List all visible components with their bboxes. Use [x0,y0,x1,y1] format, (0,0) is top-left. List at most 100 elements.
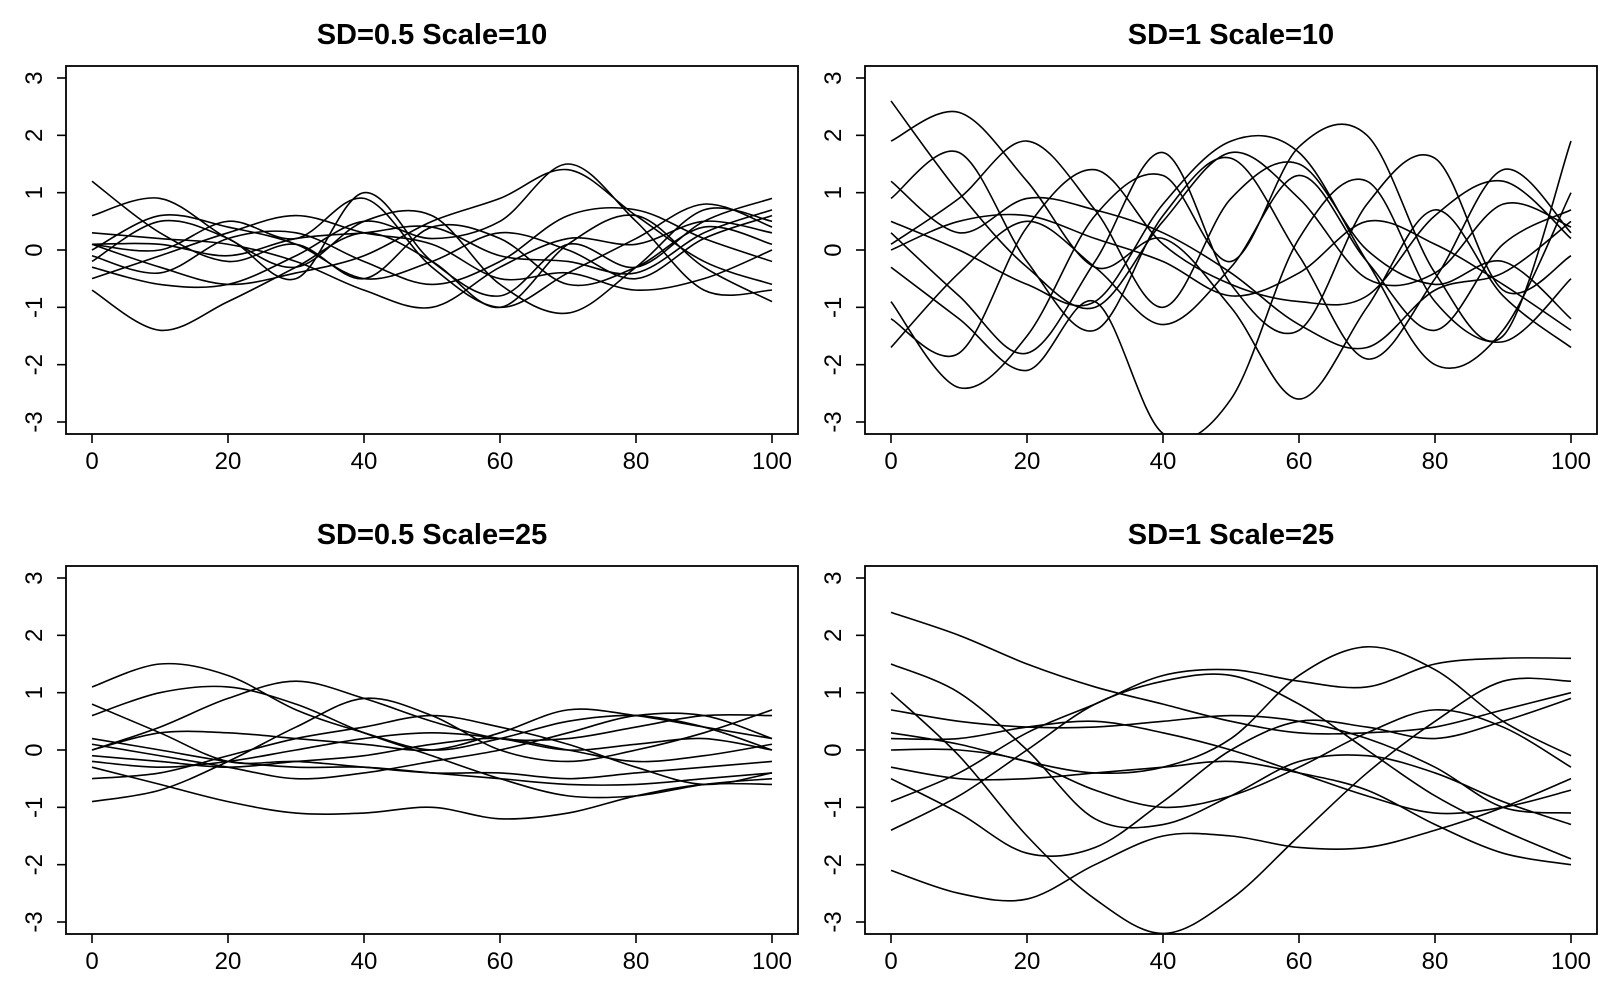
series-line-5 [890,673,1572,860]
y-tick-label: -2 [21,854,48,875]
series-line-11 [91,737,773,786]
x-tick-label: 60 [1286,448,1313,475]
x-tick-label: 40 [351,948,378,975]
series-line-12 [890,140,1572,320]
x-tick-label: 20 [215,948,242,975]
y-tick-label: -3 [21,911,48,932]
panel-title: SD=0.5 Scale=25 [317,519,548,551]
series-line-2 [890,663,1572,829]
series-line-12 [91,732,773,768]
series-line-9 [91,708,773,752]
y-tick-label: -2 [820,854,847,875]
y-tick-label: 2 [820,629,847,642]
series-line-1 [91,180,773,287]
y-tick-label: 0 [820,243,847,256]
x-tick-label: 0 [85,948,98,975]
series-line-7 [890,657,1572,803]
y-tick-label: 1 [21,186,48,199]
series-line-8 [91,737,773,768]
series-line-11 [890,168,1572,357]
x-tick-label: 40 [1150,448,1177,475]
series-line-1 [890,611,1572,735]
x-tick-label: 80 [623,448,650,475]
series-line-7 [91,214,773,292]
series-line-9 [890,709,1572,814]
series-line-5 [91,766,773,820]
x-tick-label: 80 [623,948,650,975]
series-line-10 [890,760,1572,866]
x-tick-label: 100 [752,448,792,475]
x-tick-label: 100 [1551,948,1591,975]
series-line-4 [890,677,1572,934]
x-tick-label: 0 [884,448,897,475]
panel-title: SD=0.5 Scale=10 [317,19,548,51]
x-tick-label: 20 [1014,448,1041,475]
x-tick-label: 80 [1422,948,1449,975]
x-tick-label: 100 [752,948,792,975]
series-line-8 [91,214,773,280]
series-line-11 [91,206,773,286]
x-tick-label: 20 [215,448,242,475]
y-tick-label: 0 [21,743,48,756]
series-line-10 [890,134,1572,370]
series-line-8 [890,709,1572,809]
x-tick-label: 0 [884,948,897,975]
panel-title: SD=1 Scale=10 [1128,19,1334,51]
y-tick-label: -1 [820,297,847,318]
series-line-12 [890,697,1572,857]
series-line-5 [890,174,1572,349]
y-tick-label: -1 [21,797,48,818]
y-tick-label: -3 [21,411,48,432]
series-group [91,662,773,820]
y-tick-label: 1 [820,186,847,199]
x-tick-label: 0 [85,448,98,475]
x-tick-label: 60 [1286,948,1313,975]
series-group [890,611,1572,934]
series-line-10 [91,714,773,786]
series-line-4 [890,150,1572,360]
series-line-7 [91,712,773,780]
series-line-6 [890,151,1572,355]
series-line-4 [91,197,773,309]
series-line-6 [91,685,773,799]
series-line-9 [91,163,773,297]
y-tick-label: 0 [21,243,48,256]
x-tick-label: 40 [1150,948,1177,975]
y-tick-label: -3 [820,911,847,932]
y-tick-label: 2 [21,629,48,642]
y-tick-label: 3 [820,571,847,584]
series-group [91,163,773,332]
y-tick-label: 0 [820,743,847,756]
y-tick-label: -2 [820,354,847,375]
series-line-12 [91,209,773,275]
series-line-4 [91,680,773,751]
y-tick-label: 3 [21,71,48,84]
series-line-3 [890,123,1572,390]
x-tick-label: 20 [1014,948,1041,975]
y-tick-label: -3 [820,411,847,432]
series-line-6 [91,168,773,286]
chart-panel-1: SD=0.5 Scale=10 0 20 40 60 80 100 -3 -2 -1 0 1 2 3 [21,19,799,475]
x-tick-label: 60 [487,948,514,975]
y-tick-label: 1 [820,686,847,699]
series-line-3 [890,777,1572,902]
chart-panel-4: SD=1 Scale=25 0 20 40 60 80 100 -3 -2 -1 0 1 2 3 [820,519,1598,975]
y-tick-label: 1 [21,686,48,699]
y-tick-label: -2 [21,354,48,375]
y-tick-label: 2 [820,129,847,142]
x-tick-label: 40 [351,448,378,475]
x-tick-label: 60 [487,448,514,475]
y-tick-label: -1 [820,797,847,818]
y-tick-label: -1 [21,297,48,318]
series-line-1 [91,662,773,751]
series-line-7 [890,213,1572,331]
chart-panel-3: SD=0.5 Scale=25 0 20 40 60 80 100 -3 -2 -1 0 1 2 3 [21,519,799,975]
series-line-5 [91,191,773,297]
series-line-10 [91,220,773,309]
series-line-2 [890,110,1572,400]
x-tick-label: 100 [1551,448,1591,475]
y-tick-label: 2 [21,129,48,142]
x-tick-label: 80 [1422,448,1449,475]
